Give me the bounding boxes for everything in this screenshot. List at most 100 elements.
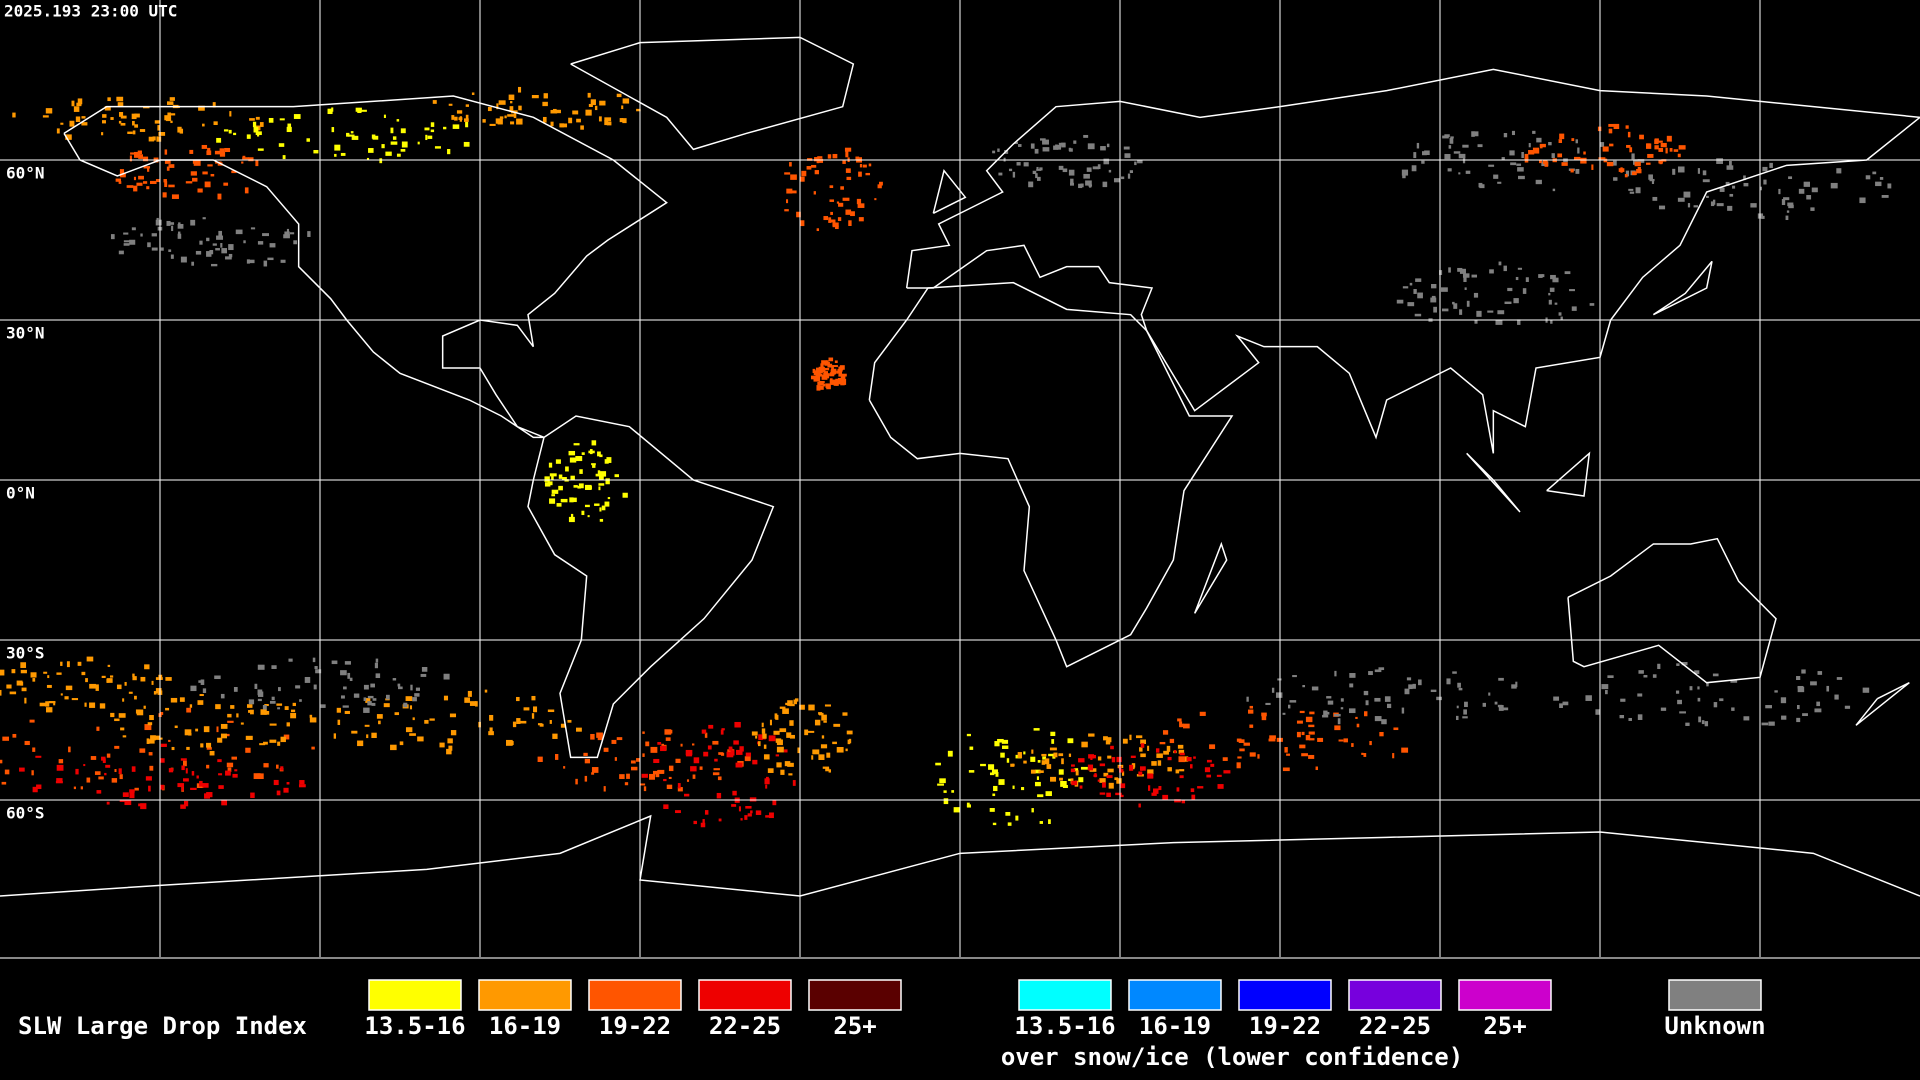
cloud-speck (1575, 139, 1578, 144)
cloud-speck (1120, 783, 1126, 789)
cloud-speck (1036, 176, 1041, 181)
cloud-speck (573, 443, 580, 446)
cloud-speck (107, 664, 111, 667)
cloud-speck (185, 181, 193, 184)
cloud-speck (1045, 791, 1052, 797)
cloud-speck (0, 759, 3, 764)
cloud-speck (218, 773, 223, 776)
cloud-speck (482, 119, 486, 123)
cloud-speck (197, 188, 203, 193)
cloud-speck (392, 136, 397, 140)
cloud-speck (20, 681, 24, 686)
cloud-speck (550, 121, 554, 127)
cloud-speck (1548, 299, 1552, 305)
cloud-speck (215, 248, 220, 251)
cloud-speck (1147, 773, 1153, 779)
cloud-speck (1601, 684, 1609, 690)
cloud-speck (556, 503, 562, 507)
cloud-speck (1726, 165, 1734, 170)
cloud-speck (198, 105, 205, 111)
cloud-speck (807, 730, 815, 733)
cloud-speck (821, 360, 828, 364)
cloud-speck (119, 799, 125, 802)
cloud-speck (1836, 168, 1842, 174)
legend-swatch (698, 979, 792, 1011)
cloud-speck (1476, 310, 1482, 317)
cloud-speck (784, 761, 791, 767)
cloud-speck (1629, 147, 1633, 153)
cloud-speck (1073, 768, 1079, 772)
cloud-speck (505, 739, 513, 746)
cloud-speck (1413, 289, 1417, 294)
cloud-speck (580, 125, 584, 130)
cloud-speck (845, 748, 848, 752)
cloud-speck (733, 740, 739, 745)
cloud-speck (159, 758, 165, 763)
cloud-speck (1021, 787, 1025, 791)
cloud-speck (1710, 201, 1715, 207)
cloud-speck (844, 147, 852, 152)
cloud-speck (166, 220, 171, 226)
cloud-speck (230, 705, 235, 709)
cloud-speck (1239, 748, 1245, 752)
cloud-speck (166, 101, 174, 105)
cloud-speck (164, 159, 171, 164)
cloud-speck (555, 459, 561, 464)
cloud-speck (1134, 161, 1137, 166)
cloud-speck (750, 810, 753, 814)
cloud-speck (228, 253, 233, 258)
cloud-speck (726, 751, 734, 758)
cloud-speck (1068, 753, 1072, 757)
cloud-speck (168, 184, 175, 188)
cloud-speck (1464, 287, 1467, 290)
cloud-speck (35, 755, 42, 758)
cloud-speck (280, 736, 286, 743)
latitude-label: 0°N (6, 484, 35, 503)
cloud-speck (1007, 822, 1012, 826)
cloud-speck (166, 166, 170, 171)
cloud-speck (1122, 738, 1128, 744)
cloud-speck (510, 121, 515, 125)
cloud-speck (1872, 171, 1877, 175)
cloud-speck (1023, 751, 1026, 755)
cloud-speck (769, 719, 772, 726)
cloud-speck (791, 190, 797, 194)
cloud-speck (1636, 169, 1642, 174)
cloud-speck (1444, 154, 1451, 160)
cloud-speck (6, 684, 12, 689)
cloud-speck (276, 703, 283, 706)
cloud-speck (1656, 140, 1663, 143)
cloud-speck (290, 712, 297, 719)
cloud-speck (454, 116, 458, 121)
cloud-speck (160, 247, 164, 251)
cloud-speck (966, 802, 970, 808)
cloud-speck (156, 136, 162, 142)
cloud-speck (1209, 744, 1216, 749)
cloud-speck (1315, 766, 1318, 771)
cloud-speck (30, 672, 37, 678)
cloud-speck (1788, 204, 1794, 209)
cloud-speck (761, 722, 764, 728)
cloud-speck (822, 383, 826, 387)
cloud-speck (1406, 677, 1412, 681)
legend-swatch (478, 979, 572, 1011)
cloud-speck (1282, 767, 1290, 772)
cloud-speck (1401, 747, 1409, 753)
cloud-speck (1042, 139, 1049, 145)
cloud-speck (1608, 123, 1614, 127)
cloud-speck (1374, 697, 1381, 702)
cloud-speck (1417, 292, 1423, 299)
cloud-speck (1204, 767, 1211, 773)
cloud-speck (140, 233, 143, 237)
cloud-speck (1337, 718, 1341, 725)
cloud-speck (263, 741, 268, 745)
cloud-speck (789, 162, 792, 167)
cloud-speck (1271, 687, 1275, 693)
cloud-speck (804, 729, 809, 736)
cloud-speck (1542, 160, 1548, 165)
cloud-speck (1401, 707, 1405, 714)
cloud-speck (336, 707, 341, 713)
cloud-speck (1471, 274, 1478, 278)
cloud-speck (1393, 727, 1399, 731)
